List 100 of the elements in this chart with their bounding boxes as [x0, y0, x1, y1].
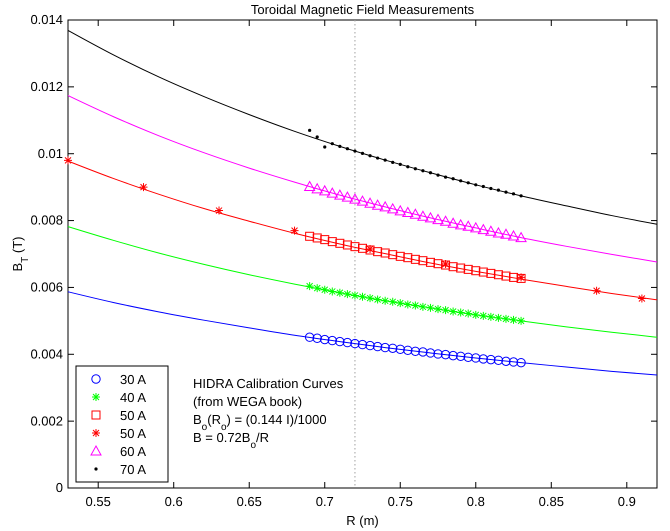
point — [335, 238, 344, 248]
point — [350, 338, 360, 348]
point — [494, 270, 503, 280]
point — [421, 169, 425, 172]
point — [387, 203, 398, 214]
point — [494, 356, 504, 366]
legend-label: 40 A — [120, 390, 146, 405]
point — [366, 294, 375, 303]
point — [214, 206, 224, 216]
point — [304, 180, 316, 191]
point — [489, 186, 492, 190]
legend-label: 30 A — [120, 372, 146, 387]
point — [486, 354, 496, 364]
y-tick-label: 0.002 — [30, 413, 63, 428]
x-tick-label: 0.55 — [86, 494, 111, 510]
point — [492, 227, 504, 238]
point — [402, 207, 414, 218]
point — [358, 244, 367, 253]
point — [396, 344, 405, 354]
point — [434, 259, 443, 268]
point — [501, 272, 510, 281]
point — [496, 188, 500, 192]
point — [330, 142, 334, 146]
point — [519, 194, 523, 198]
point — [328, 237, 337, 246]
point — [418, 347, 428, 357]
point — [320, 285, 330, 294]
chart-title: Toroidal Magnetic Field Measurements — [250, 2, 475, 17]
point — [403, 346, 413, 355]
point — [434, 304, 443, 314]
point — [398, 162, 402, 166]
legend-label: 50 A — [120, 408, 146, 423]
point — [394, 205, 406, 216]
line-series — [68, 95, 658, 263]
annotation: HIDRA Calibration Curves — [193, 376, 344, 391]
point — [396, 252, 405, 261]
point — [501, 356, 511, 366]
x-tick-label: 0.65 — [236, 494, 262, 510]
point — [478, 311, 488, 320]
point — [455, 219, 466, 230]
point — [373, 247, 382, 256]
point — [380, 201, 391, 212]
x-tick-label: 0.85 — [538, 494, 564, 510]
point — [350, 290, 360, 300]
point — [418, 302, 428, 312]
point — [304, 332, 314, 342]
point — [328, 286, 337, 296]
x-tick-label: 0.6 — [164, 494, 183, 510]
point — [388, 297, 398, 306]
point — [500, 228, 512, 239]
point — [350, 242, 360, 252]
y-tick-label: 0.004 — [30, 346, 63, 362]
annotation: (from WEGA book) — [193, 394, 302, 409]
point — [486, 268, 496, 278]
point — [440, 350, 450, 360]
point — [320, 235, 330, 244]
point — [410, 346, 420, 356]
point — [403, 300, 412, 309]
point — [380, 342, 390, 352]
point — [357, 196, 368, 206]
point — [414, 167, 417, 170]
point — [410, 254, 420, 264]
point — [305, 232, 314, 241]
y-tick-label: 0.006 — [30, 280, 63, 295]
point — [380, 248, 390, 258]
point — [388, 344, 398, 353]
point — [448, 350, 458, 360]
point — [592, 286, 602, 296]
point — [504, 190, 508, 194]
point — [346, 147, 349, 150]
point — [459, 179, 462, 182]
point — [388, 250, 398, 260]
point — [516, 358, 526, 368]
point — [368, 154, 372, 158]
point — [508, 357, 518, 367]
y-tick-label: 0.01 — [38, 146, 63, 161]
point — [512, 192, 516, 196]
point — [433, 349, 443, 359]
point — [448, 218, 459, 228]
point — [428, 171, 432, 174]
point — [426, 258, 435, 267]
point — [478, 268, 488, 277]
point — [365, 340, 375, 350]
point — [426, 348, 436, 358]
point — [139, 182, 148, 192]
point — [305, 282, 314, 291]
point — [335, 288, 344, 298]
x-tick-label: 0.75 — [388, 494, 413, 510]
point — [637, 294, 646, 303]
point — [432, 214, 444, 224]
point — [417, 210, 428, 221]
point — [494, 313, 503, 322]
legend-label: 60 A — [120, 444, 146, 459]
y-tick-label: 0.014 — [30, 12, 63, 28]
point — [376, 156, 380, 160]
line-series — [68, 160, 658, 300]
point — [64, 156, 72, 165]
point — [485, 226, 496, 236]
point — [471, 353, 480, 363]
point — [410, 300, 420, 310]
